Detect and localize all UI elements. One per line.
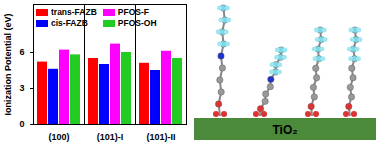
svg-text:(101)-I: (101)-I (97, 132, 124, 142)
svg-text:Ionization Potential (eV): Ionization Potential (eV) (3, 13, 13, 115)
html-text:cis-FAZB: cis-FAZB (51, 18, 88, 28)
svg-text:0: 0 (19, 119, 24, 129)
svg-text:3: 3 (19, 83, 24, 93)
svg-text:6: 6 (19, 47, 24, 57)
html-text:PFOS-F: PFOS-F (117, 7, 149, 17)
html-text:trans-FAZB: trans-FAZB (51, 7, 97, 17)
svg-text:TiO₂: TiO₂ (272, 123, 297, 137)
html-text:PFOS-OH: PFOS-OH (117, 18, 157, 28)
svg-text:(101)-II: (101)-II (146, 132, 175, 142)
svg-text:(100): (100) (48, 132, 69, 142)
